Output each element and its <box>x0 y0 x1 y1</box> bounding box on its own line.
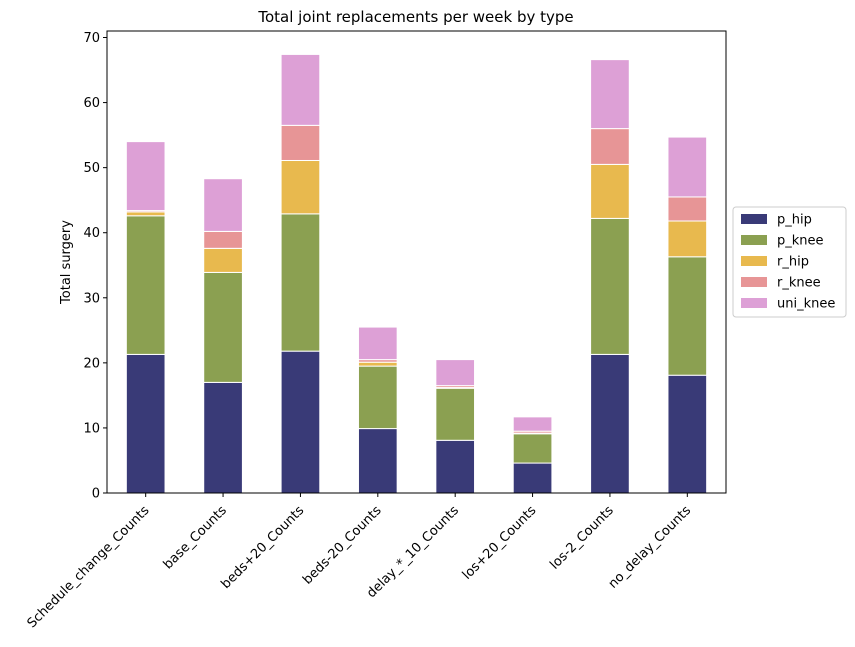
bar-segment-p_hip-6 <box>590 353 630 494</box>
bar-segment-r_hip-2 <box>280 159 321 215</box>
bar-segment-p_knee-0 <box>125 215 166 355</box>
bar-segment-r_hip-0 <box>125 211 166 217</box>
bar-segment-p_knee-2 <box>280 213 321 352</box>
y-axis: 0 10 20 30 40 50 60 70 <box>83 31 107 502</box>
plot-frame <box>106 30 727 494</box>
bar-segment-uni_knee-5 <box>512 416 553 432</box>
bar-segment-p_hip-0 <box>125 353 166 494</box>
x-tick-label: base_Counts <box>161 503 230 572</box>
x-tick-label: beds-20_Counts <box>300 503 385 588</box>
legend-swatch-uni_knee <box>741 298 767 308</box>
legend: p_hip p_knee r_hip r_knee uni_knee <box>732 206 847 318</box>
bar-segment-r_knee-6 <box>590 128 630 165</box>
y-tick-label: 70 <box>83 31 100 46</box>
x-tick-label: no_delay_Counts <box>606 503 695 592</box>
bar-segment-r_knee-2 <box>280 124 321 161</box>
legend-swatch-p_knee <box>741 235 767 245</box>
bar-segment-uni_knee-6 <box>590 59 630 130</box>
y-axis-label: Total surgery <box>59 220 74 305</box>
bar-segment-p_hip-5 <box>512 462 553 494</box>
bar-segment-p_hip-3 <box>357 428 398 494</box>
bar-segment-r_hip-1 <box>203 247 243 273</box>
bar-segment-uni_knee-0 <box>125 141 166 212</box>
bar-segment-p_knee-3 <box>357 365 398 430</box>
bar-segment-uni_knee-7 <box>667 136 708 198</box>
bar-segment-p_knee-5 <box>512 433 553 464</box>
legend-label-p_hip: p_hip <box>777 213 812 228</box>
x-tick-label: Schedule_change_Counts <box>25 503 153 631</box>
bars-layer <box>125 53 708 494</box>
x-axis: Schedule_change_Counts base_Countsbeds+20… <box>25 493 695 631</box>
legend-label-p_knee: p_knee <box>777 234 824 249</box>
bar-segment-p_knee-4 <box>435 387 476 441</box>
y-tick-label: 30 <box>83 291 100 306</box>
y-tick-label: 20 <box>83 356 100 371</box>
y-tick-label: 40 <box>83 226 100 241</box>
bar-segment-p_hip-4 <box>435 439 476 494</box>
bar-segment-p_hip-2 <box>280 350 321 494</box>
y-tick-label: 10 <box>83 421 100 436</box>
bar-segment-uni_knee-1 <box>203 178 243 232</box>
bar-segment-uni_knee-3 <box>357 326 398 361</box>
x-tick-label: los+20_Counts <box>460 503 540 583</box>
legend-swatch-r_knee <box>741 277 767 287</box>
y-tick-label: 60 <box>83 96 100 111</box>
bar-segment-p_knee-7 <box>667 256 708 376</box>
legend-label-r_knee: r_knee <box>777 276 821 291</box>
bar-segment-p_knee-1 <box>203 271 243 383</box>
bar-segment-p_knee-6 <box>590 217 630 355</box>
bar-segment-p_hip-7 <box>667 374 708 494</box>
legend-label-r_hip: r_hip <box>777 255 809 270</box>
bar-segment-r_knee-1 <box>203 230 243 249</box>
legend-box <box>732 206 847 318</box>
y-tick-label: 0 <box>92 487 100 502</box>
bar-segment-uni_knee-4 <box>435 359 476 387</box>
bar-segment-r_hip-7 <box>667 220 708 258</box>
bar-segment-uni_knee-2 <box>280 53 321 126</box>
bar-segment-r_knee-7 <box>667 196 708 222</box>
bar-segment-p_hip-1 <box>203 381 243 494</box>
bar-segment-r_hip-3 <box>357 361 398 367</box>
legend-swatch-r_hip <box>741 256 767 266</box>
bar-segment-r_hip-6 <box>590 163 630 219</box>
y-tick-label: 50 <box>83 161 100 176</box>
x-tick-label: los-2_Counts <box>547 503 617 573</box>
legend-swatch-p_hip <box>741 214 767 224</box>
legend-label-uni_knee: uni_knee <box>777 297 835 312</box>
x-tick-label: beds+20_Counts <box>218 503 307 592</box>
chart-title: Total joint replacements per week by typ… <box>257 8 573 26</box>
